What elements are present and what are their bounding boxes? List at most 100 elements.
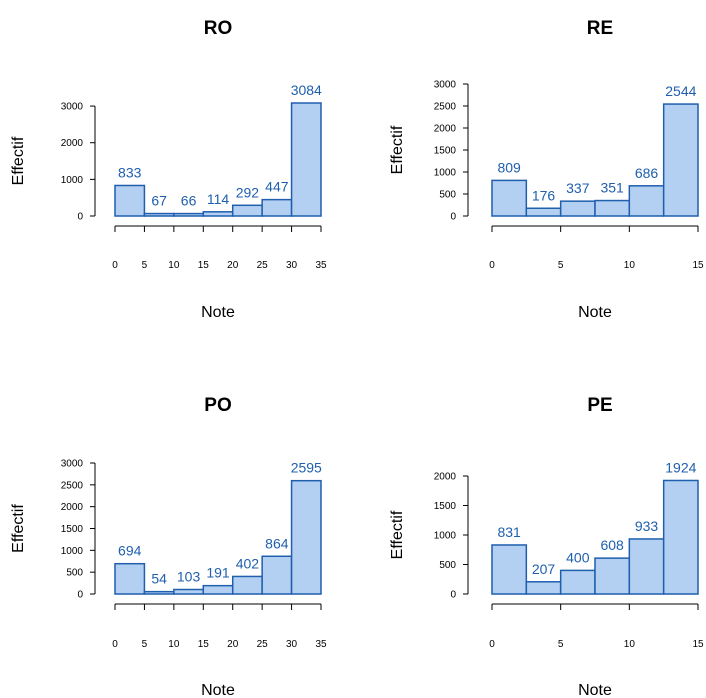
bar-value-label: 3084 <box>291 82 322 98</box>
bar-value-label: 103 <box>177 569 201 585</box>
histogram-bar <box>231 575 263 595</box>
x-tick-label: 35 <box>315 639 327 650</box>
y-tick-label: 1500 <box>434 501 457 512</box>
x-tick-label: 5 <box>558 260 564 271</box>
x-tick-label: 10 <box>168 260 180 271</box>
y-tick-label: 500 <box>439 190 456 201</box>
x-tick-label: 10 <box>624 260 636 271</box>
panel-pe: PE 831 207 400 608 933 1924 0 500 1000 1500 2000 0 5 1… <box>389 395 704 698</box>
histogram-bar <box>662 479 699 595</box>
panel-ro: RO 833 67 66 114 292 447 3084 0 1000 2000 3000 0 5 10 1… <box>10 18 327 321</box>
x-tick-label: 20 <box>227 639 239 650</box>
histogram-bar <box>261 198 293 217</box>
y-tick-label: 2000 <box>434 472 457 483</box>
histogram-bar <box>594 199 631 217</box>
y-tick-label: 1500 <box>434 146 457 157</box>
bar-value-label: 66 <box>181 193 197 209</box>
y-tick-label: 2500 <box>61 480 84 491</box>
histogram-bar <box>202 211 234 217</box>
chart-title: RO <box>204 18 233 39</box>
x-tick-label: 0 <box>112 639 118 650</box>
y-axis-title: Effectif <box>389 125 406 174</box>
y-tick-label: 1000 <box>434 531 457 542</box>
bar-value-label: 933 <box>635 518 659 534</box>
histogram-bar <box>491 544 528 595</box>
bar-value-label: 207 <box>532 561 556 577</box>
bar-value-label: 686 <box>635 165 659 181</box>
y-tick-label: 1000 <box>434 168 457 179</box>
chart-title: PE <box>587 395 612 416</box>
x-tick-label: 0 <box>489 260 495 271</box>
x-tick-label: 15 <box>198 639 210 650</box>
histogram-bar <box>559 569 596 595</box>
bar-value-label: 608 <box>600 537 624 553</box>
y-axis-title: Effectif <box>389 510 406 559</box>
x-tick-label: 5 <box>142 639 148 650</box>
histogram-bar <box>173 588 205 595</box>
bar-value-label: 191 <box>206 565 230 581</box>
bar-value-label: 2595 <box>291 460 322 476</box>
histogram-bar <box>143 590 175 595</box>
bar-value-label: 1924 <box>665 459 696 475</box>
chart-title: PO <box>204 395 231 416</box>
bar-value-label: 400 <box>566 549 590 565</box>
y-axis-title: Effectif <box>10 136 27 185</box>
y-tick-label: 2000 <box>61 138 84 149</box>
chart-title: RE <box>587 18 613 39</box>
x-tick-label: 5 <box>558 639 564 650</box>
histogram-bar <box>525 207 562 217</box>
y-tick-label: 2000 <box>434 124 457 135</box>
bar-value-label: 831 <box>497 524 521 540</box>
bar-value-label: 2544 <box>665 83 696 99</box>
x-tick-label: 30 <box>286 639 298 650</box>
y-tick-label: 3000 <box>434 80 457 91</box>
histogram-bar <box>628 538 665 595</box>
histogram-bar <box>114 184 146 217</box>
histogram-bar <box>173 212 205 217</box>
histogram-bar <box>559 200 596 217</box>
x-tick-label: 20 <box>227 260 239 271</box>
bar-value-label: 694 <box>118 543 142 559</box>
histogram-bar <box>231 204 263 217</box>
bar-value-label: 292 <box>236 184 260 200</box>
x-tick-label: 5 <box>142 260 148 271</box>
x-tick-label: 25 <box>257 260 269 271</box>
y-tick-label: 0 <box>77 212 83 223</box>
histogram-bar <box>628 185 665 217</box>
x-tick-label: 15 <box>692 639 704 650</box>
x-tick-label: 30 <box>286 260 298 271</box>
y-tick-label: 0 <box>450 212 456 223</box>
bar-value-label: 176 <box>532 187 556 203</box>
x-tick-label: 0 <box>489 639 495 650</box>
x-tick-label: 10 <box>624 639 636 650</box>
bar-value-label: 67 <box>151 193 167 209</box>
histogram-bar <box>594 557 631 595</box>
histogram-bar <box>114 562 146 595</box>
bar-value-label: 337 <box>566 180 590 196</box>
y-tick-label: 500 <box>439 560 456 571</box>
bar-value-label: 809 <box>497 159 521 175</box>
bar-value-label: 114 <box>207 191 230 207</box>
bar-value-label: 447 <box>265 179 289 195</box>
histogram-bar <box>143 212 175 217</box>
bar-value-label: 54 <box>151 571 167 587</box>
histogram-bar <box>261 555 293 595</box>
y-axis-title: Effectif <box>10 504 27 553</box>
bar-value-label: 833 <box>118 164 142 180</box>
y-tick-label: 2500 <box>434 102 457 113</box>
y-tick-label: 1000 <box>61 546 84 557</box>
x-axis-title: Note <box>201 304 235 321</box>
histogram-bar <box>662 103 699 217</box>
y-tick-label: 0 <box>77 590 83 601</box>
panel-re: RE 809 176 337 351 686 2544 0 500 1000 1500 2000 250… <box>389 18 704 321</box>
y-tick-label: 0 <box>450 590 456 601</box>
y-tick-label: 2000 <box>61 502 84 513</box>
histogram-bar <box>491 179 528 217</box>
x-tick-label: 15 <box>692 260 704 271</box>
bar-value-label: 402 <box>236 555 260 571</box>
x-axis-title: Note <box>578 304 612 321</box>
y-tick-label: 500 <box>66 568 83 579</box>
histogram-bar <box>525 581 562 595</box>
histogram-bar <box>290 102 322 217</box>
